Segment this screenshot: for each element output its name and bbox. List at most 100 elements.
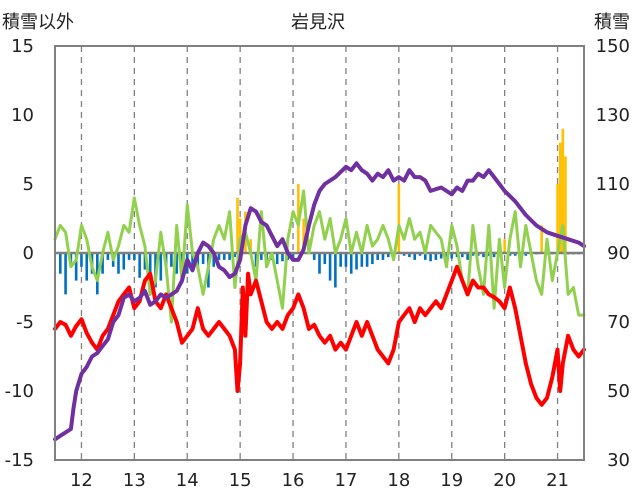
bar xyxy=(365,253,369,267)
bar xyxy=(334,253,337,288)
bar xyxy=(487,253,491,256)
x-tick-label: 18 xyxy=(387,470,410,491)
x-tick-label: 15 xyxy=(229,470,252,491)
series-line-red xyxy=(53,264,586,407)
bar xyxy=(344,253,348,267)
x-tick-label: 20 xyxy=(493,470,516,491)
bar xyxy=(133,253,136,260)
y-tick-label-right: 70 xyxy=(607,312,630,333)
y-tick-label-left: -15 xyxy=(5,450,34,471)
y-tick-label-left: 0 xyxy=(23,243,34,264)
y-tick-label-left: -5 xyxy=(16,312,34,333)
y-tick-label-right: 150 xyxy=(596,36,630,57)
y-tick-label-right: 50 xyxy=(607,381,630,402)
x-tick-label: 16 xyxy=(282,470,305,491)
x-tick-label: 19 xyxy=(440,470,463,491)
bar xyxy=(80,253,83,267)
bar xyxy=(492,253,496,258)
bar xyxy=(461,253,464,258)
bar xyxy=(524,253,528,256)
bar xyxy=(85,253,89,281)
bar xyxy=(127,253,131,260)
y-tick-label-right: 90 xyxy=(607,243,630,264)
y-axis-label-left: 積雪以外 xyxy=(2,12,74,33)
bar xyxy=(450,253,454,259)
bar xyxy=(381,253,385,260)
bar xyxy=(291,253,295,259)
bar xyxy=(561,128,565,253)
bar xyxy=(556,184,559,253)
y-tick-label-left: 15 xyxy=(11,36,34,57)
tick-labels: 12 13 14 15 16 17 18 19 20 21151050-5-10-15150130… xyxy=(5,36,630,491)
bar xyxy=(503,239,506,253)
bar xyxy=(349,253,353,274)
bar xyxy=(386,253,390,258)
bar xyxy=(212,253,215,267)
bar xyxy=(138,253,141,278)
bar xyxy=(540,225,543,253)
bar xyxy=(418,253,422,256)
bar xyxy=(175,253,178,274)
bar xyxy=(196,253,200,270)
bar xyxy=(74,253,78,281)
bar xyxy=(508,253,512,256)
bar xyxy=(312,253,316,260)
bar xyxy=(424,253,427,260)
bar xyxy=(328,253,332,281)
bar xyxy=(408,253,411,258)
bar xyxy=(513,253,517,256)
bar xyxy=(143,253,147,270)
bar xyxy=(275,253,279,265)
vertical-gridlines xyxy=(80,46,559,460)
bar xyxy=(122,253,126,270)
bar xyxy=(434,253,438,260)
plot-frame xyxy=(54,45,585,461)
chart-title: 岩見沢 xyxy=(291,12,345,33)
line-series xyxy=(53,161,586,442)
series-line-purple xyxy=(53,161,586,442)
x-tick-label: 21 xyxy=(546,470,569,491)
bar xyxy=(106,253,110,260)
bar xyxy=(355,253,358,270)
x-tick-label: 17 xyxy=(334,470,357,491)
bar xyxy=(159,253,163,281)
bar xyxy=(254,253,258,267)
bar xyxy=(471,253,475,256)
bar xyxy=(564,156,567,253)
bar xyxy=(482,253,485,258)
bar xyxy=(318,253,321,274)
bar xyxy=(236,197,239,253)
bar xyxy=(360,253,364,267)
bar xyxy=(281,253,284,262)
x-tick-label: 13 xyxy=(123,470,146,491)
bar xyxy=(402,253,406,256)
series-line-green xyxy=(53,189,586,324)
bar xyxy=(191,253,194,267)
bar xyxy=(302,218,305,253)
bar xyxy=(558,142,562,253)
bar xyxy=(170,253,173,267)
y-tick-label-left: 10 xyxy=(11,105,34,126)
bar xyxy=(466,253,469,260)
y-tick-label-right: 30 xyxy=(607,450,630,471)
bar xyxy=(371,253,374,265)
bar xyxy=(376,253,379,260)
bar xyxy=(101,253,104,274)
bar xyxy=(238,218,242,253)
x-tick-label: 12 xyxy=(70,470,93,491)
bar xyxy=(260,253,263,260)
bar xyxy=(64,253,67,295)
bar xyxy=(217,253,221,260)
bar xyxy=(413,253,417,260)
y-tick-label-left: -10 xyxy=(5,381,34,402)
bar xyxy=(117,253,120,274)
bar xyxy=(222,253,226,260)
bar xyxy=(228,253,231,260)
bar xyxy=(233,253,237,258)
bar xyxy=(323,253,327,265)
bar xyxy=(397,184,401,253)
bar xyxy=(201,253,205,265)
bar xyxy=(148,253,152,276)
y-tick-label-right: 130 xyxy=(596,105,630,126)
